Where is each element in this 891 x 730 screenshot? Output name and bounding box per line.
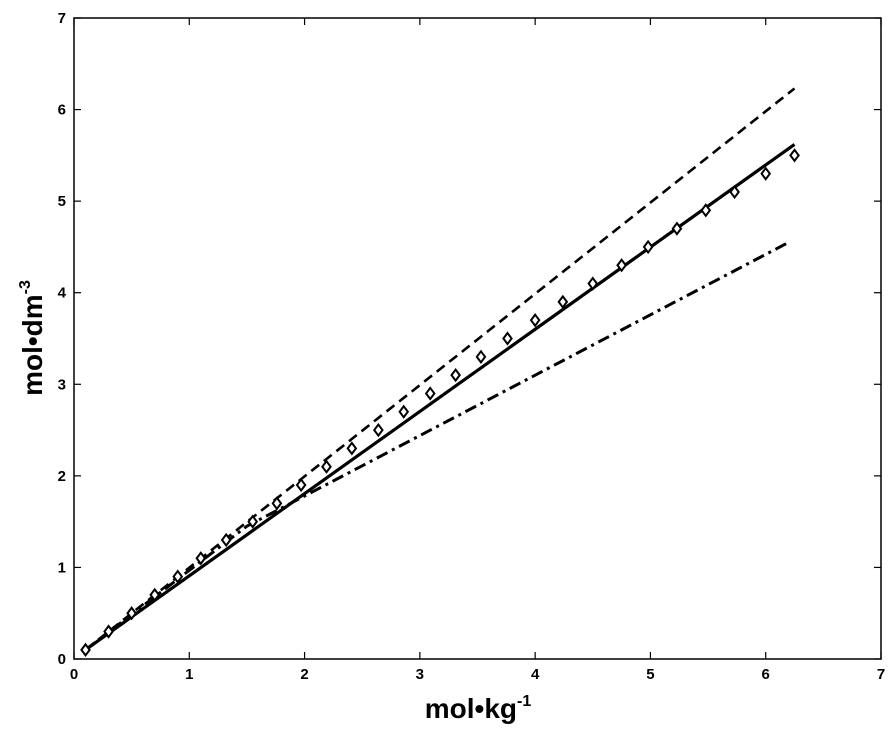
x-tick-label: 5 [646,666,654,683]
y-axis-title: mol•dm-3 [17,280,48,396]
x-tick-label: 6 [762,666,770,683]
x-tick-label: 2 [300,666,308,683]
y-tick-label: 6 [58,102,66,119]
y-tick-label: 4 [58,285,67,302]
y-tick-label: 2 [58,468,66,485]
x-tick-label: 7 [877,666,885,683]
x-axis-title: mol•kg-1 [425,693,532,724]
y-tick-label: 0 [58,651,66,668]
x-tick-label: 4 [531,666,540,683]
y-tick-label: 7 [58,10,66,27]
x-tick-label: 3 [416,666,424,683]
x-tick-label: 0 [70,666,78,683]
y-tick-label: 1 [58,559,66,576]
y-tick-label: 5 [58,193,66,210]
x-tick-label: 1 [185,666,193,683]
y-tick-label: 3 [58,376,66,393]
